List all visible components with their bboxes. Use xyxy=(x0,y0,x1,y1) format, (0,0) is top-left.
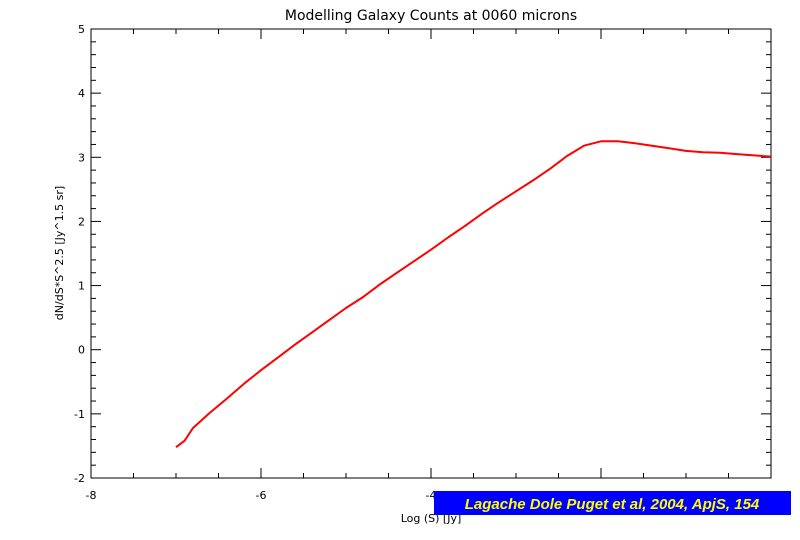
plot-frame xyxy=(90,28,772,479)
y-tick-label: 0 xyxy=(78,344,85,357)
series-line xyxy=(175,140,772,448)
x-tick-label: -8 xyxy=(86,489,97,502)
y-tick-label: -2 xyxy=(74,472,85,485)
x-tick-label: -6 xyxy=(256,489,267,502)
series-layer xyxy=(175,140,772,448)
y-axis-ticks: -2 -1 0 1 2 3 4 5 xyxy=(74,23,771,485)
x-axis-ticks: -8-6-4-20 xyxy=(86,29,775,502)
y-tick-label: 3 xyxy=(78,151,85,164)
y-tick-label: -1 xyxy=(74,408,85,421)
y-tick-label: 4 xyxy=(78,87,85,100)
y-tick-label: 2 xyxy=(78,215,85,228)
y-axis-title: dN/dS*S^2.5 [Jy^1.5 sr] xyxy=(53,186,66,320)
y-tick-label: 1 xyxy=(78,280,85,293)
x-axis-title: Log (S) [Jy] xyxy=(401,512,462,525)
x-tick-label: -4 xyxy=(426,489,437,502)
chart-title: Modelling Galaxy Counts at 0060 microns xyxy=(285,8,577,24)
credit-text: Lagache Dole Puget et al, 2004, ApjS, 15… xyxy=(465,496,760,513)
credit-banner xyxy=(434,491,791,515)
y-tick-label: 5 xyxy=(78,23,85,36)
